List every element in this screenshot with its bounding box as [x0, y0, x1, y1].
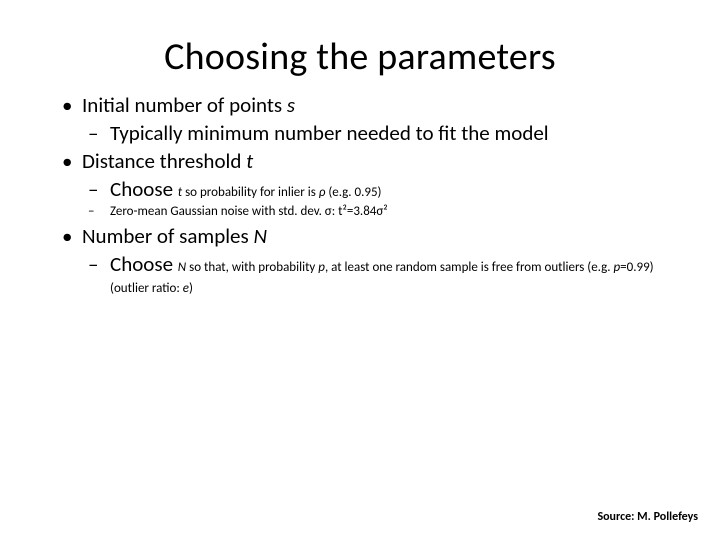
- text: so that, with probability: [186, 260, 318, 275]
- text: (e.g. 0.95): [325, 185, 381, 200]
- text: Initial number of points: [82, 92, 287, 118]
- slide: Choosing the parameters Initial number o…: [0, 0, 720, 540]
- text: Distance threshold: [82, 148, 246, 174]
- bullet-choose-t: Choose t so probability for inlier is ρ …: [88, 176, 680, 202]
- text: Typically minimum number needed to fit t…: [110, 120, 549, 146]
- var-n: N: [253, 223, 267, 249]
- source-credit: Source: M. Pollefeys: [597, 510, 698, 524]
- text: , at least one random sample is free fro…: [325, 260, 614, 275]
- var-p: p: [318, 260, 325, 275]
- content-area: Initial number of points s Typically min…: [40, 92, 680, 298]
- bullet-number-samples: Number of samples N: [60, 223, 680, 249]
- bullet-initial-points: Initial number of points s: [60, 92, 680, 118]
- text: Zero-mean Gaussian noise with std. dev. …: [110, 204, 388, 219]
- slide-title: Choosing the parameters: [40, 34, 680, 80]
- text: so probability for inlier is: [182, 185, 319, 200]
- bullet-choose-n: Choose N so that, with probability p, at…: [88, 251, 680, 297]
- var-s: s: [287, 92, 295, 118]
- text: ): [189, 281, 193, 296]
- bullet-distance-threshold: Distance threshold t: [60, 148, 680, 174]
- text: Number of samples: [82, 223, 253, 249]
- bullet-gaussian: Zero-mean Gaussian noise with std. dev. …: [88, 204, 680, 219]
- var-n: N: [178, 260, 186, 275]
- lead: Choose: [110, 176, 178, 202]
- bullet-typically-minimum: Typically minimum number needed to fit t…: [88, 120, 680, 146]
- lead: Choose: [110, 251, 178, 277]
- var-t: t: [246, 148, 253, 174]
